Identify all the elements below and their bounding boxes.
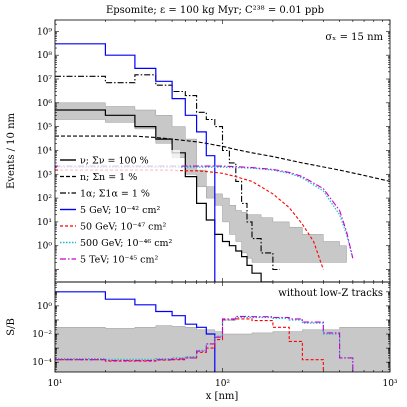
legend-box bbox=[58, 150, 180, 268]
legend-label: 500 GeV; 10⁻⁴⁶ cm² bbox=[80, 238, 173, 249]
y-tick-label: 10⁻⁴ bbox=[32, 358, 52, 368]
top-ylabel: Events / 10 nm bbox=[6, 112, 17, 189]
top-panel: 10⁰ 10¹ 10² 10³ 10⁴ 10⁵ 10⁶ 10⁷ 10⁸ 10⁹ σₓ = 15 n… bbox=[6, 19, 391, 283]
xlabel: x [nm] bbox=[206, 391, 239, 402]
top-series-line-4 bbox=[55, 169, 324, 270]
legend-label: n; Σn = 1 % bbox=[80, 172, 137, 183]
y-tick-label: 10³ bbox=[37, 170, 52, 180]
bottom-series-line-3 bbox=[55, 315, 354, 372]
x-tick-label: 10³ bbox=[382, 379, 397, 389]
y-tick-label: 10⁰ bbox=[37, 242, 52, 252]
y-tick-label: 10² bbox=[37, 194, 52, 204]
bottom-panel: 10⁻⁴ 10⁻² 10⁰ 10¹ 10² 10³ without low-Z trac… bbox=[6, 20, 398, 402]
y-tick-label: 10⁰ bbox=[37, 302, 52, 312]
y-tick-label: 10⁵ bbox=[37, 123, 52, 133]
bottom-series-group bbox=[55, 291, 354, 372]
top-series-line-1 bbox=[55, 135, 390, 182]
bottom-annotation: without low-Z tracks bbox=[278, 288, 383, 299]
top-series-line-3 bbox=[55, 43, 216, 282]
y-tick-label: 10⁻² bbox=[32, 330, 52, 340]
bottom-yaxis: 10⁻⁴ 10⁻² 10⁰ bbox=[32, 281, 390, 373]
top-series-line-5 bbox=[55, 166, 354, 259]
legend-label: 50 GeV; 10⁻⁴⁷ cm² bbox=[80, 222, 167, 233]
top-annotation: σₓ = 15 nm bbox=[325, 32, 383, 43]
xaxis: 10¹ 10² 10³ bbox=[47, 20, 398, 389]
x-tick-label: 10² bbox=[215, 379, 230, 389]
y-tick-label: 10¹ bbox=[37, 218, 52, 228]
ratio-background-band bbox=[55, 325, 390, 372]
top-yaxis: 10⁰ 10¹ 10² 10³ 10⁴ 10⁵ 10⁶ 10⁷ 10⁸ 10⁹ bbox=[37, 19, 390, 283]
legend-label: 1α; Σ1α = 1 % bbox=[80, 189, 150, 200]
y-tick-label: 10⁹ bbox=[37, 27, 52, 37]
bottom-series-line-0 bbox=[55, 291, 216, 372]
legend-label: 5 TeV; 10⁻⁴⁵ cm² bbox=[80, 255, 158, 266]
bottom-ylabel: S/B bbox=[6, 318, 17, 336]
y-tick-label: 10⁶ bbox=[37, 99, 52, 109]
chart-title: Epsomite; ε = 100 kg Myr; C²³⁸ = 0.01 pp… bbox=[106, 5, 324, 16]
legend-label: 5 GeV; 10⁻⁴² cm² bbox=[80, 205, 160, 216]
legend-label: ν; Σν = 100 % bbox=[80, 156, 149, 167]
y-tick-label: 10⁸ bbox=[37, 51, 52, 61]
top-series-line-0 bbox=[55, 109, 274, 282]
y-tick-label: 10⁷ bbox=[37, 75, 52, 85]
x-tick-label: 10¹ bbox=[47, 379, 62, 389]
legend: ν; Σν = 100 % n; Σn = 1 % 1α; Σ1α = 1 % 5 G… bbox=[58, 150, 180, 268]
band-area bbox=[55, 325, 390, 372]
y-tick-label: 10⁴ bbox=[37, 146, 52, 156]
